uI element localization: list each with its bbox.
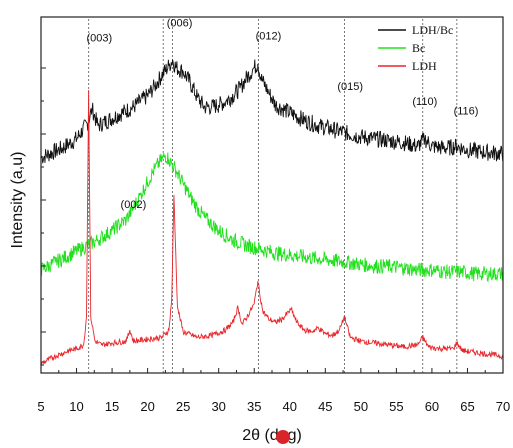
series-line-2 <box>40 90 504 366</box>
x-tick-label-10: 55 <box>389 399 403 414</box>
x-tick-label-13: 70 <box>496 399 510 414</box>
x-tick-label-11: 60 <box>425 399 439 414</box>
reference-lines <box>88 19 458 373</box>
legend-label-ldh-bc: LDH/Bc <box>412 23 453 37</box>
x-tick-label-4: 25 <box>176 399 190 414</box>
peak-annotations: (003) (006) (012) (015) (110) (116) (002) <box>86 17 478 211</box>
x-tick-label-6: 35 <box>247 399 261 414</box>
x-tick-label-2: 15 <box>105 399 119 414</box>
x-tick-label-0: 5 <box>37 399 44 414</box>
peak-label-2: (012) <box>256 30 282 42</box>
peak-label-1: (006) <box>167 17 193 29</box>
peak-label-6: (002) <box>121 199 147 211</box>
x-tick-label-5: 30 <box>211 399 225 414</box>
y-axis-title: Intensity (a,u) <box>9 152 26 249</box>
series-line-0 <box>40 58 504 164</box>
cursor-marker-icon <box>276 430 290 444</box>
series-layer <box>40 58 504 366</box>
legend-label-bc: Bc <box>412 41 425 55</box>
y-axis-ticks <box>41 67 46 366</box>
series-line-1 <box>40 152 504 283</box>
x-tick-label-8: 45 <box>318 399 332 414</box>
x-tick-label-7: 40 <box>283 399 297 414</box>
legend: LDH/Bc Bc LDH <box>378 23 453 73</box>
x-tick-label-9: 50 <box>354 399 368 414</box>
peak-label-5: (116) <box>454 105 479 117</box>
x-axis-title: 2θ (deg) <box>242 427 302 444</box>
peak-label-0: (003) <box>86 32 112 44</box>
x-tick-label-3: 20 <box>140 399 154 414</box>
peak-label-4: (110) <box>412 96 437 108</box>
x-tick-label-1: 10 <box>69 399 83 414</box>
peak-label-3: (015) <box>337 81 363 93</box>
x-axis-ticks: 5 10 15 20 25 30 35 40 45 50 55 60 65 70 <box>37 368 510 414</box>
x-tick-label-12: 65 <box>460 399 474 414</box>
legend-label-ldh: LDH <box>412 59 437 73</box>
